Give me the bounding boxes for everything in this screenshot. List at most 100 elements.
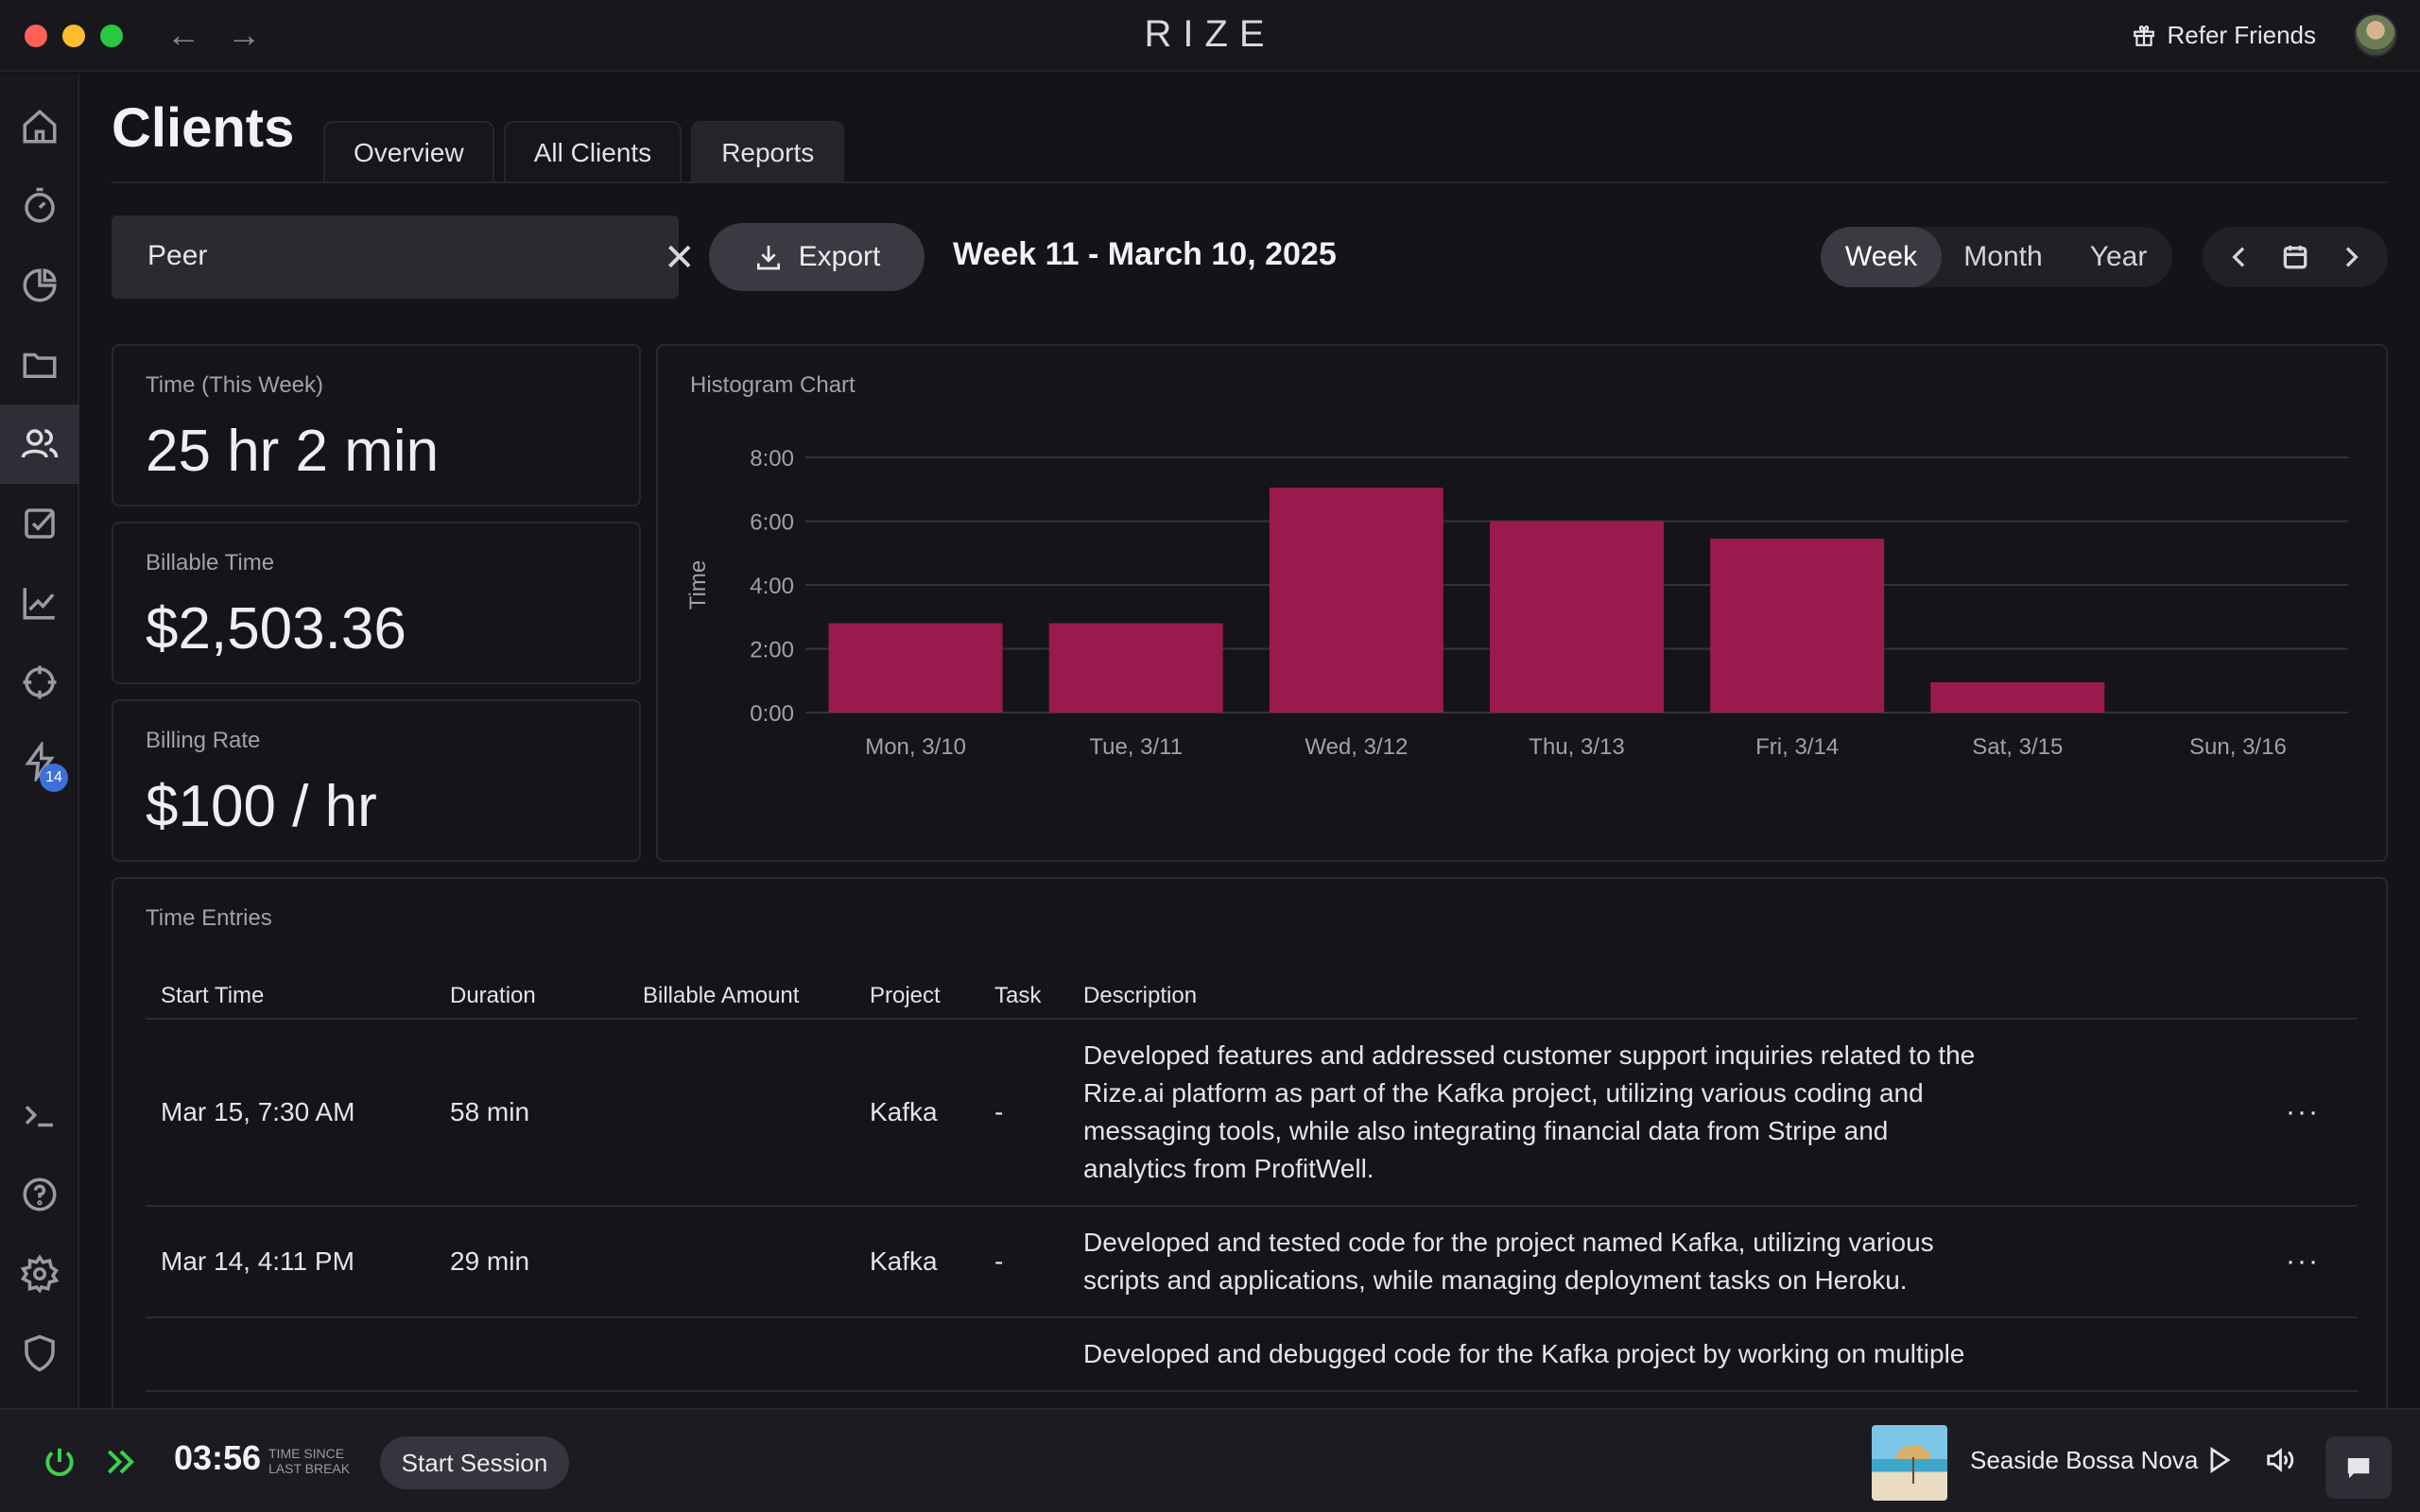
volume-icon[interactable] [2261,1444,2297,1476]
bolt-icon [25,742,55,782]
more-options-icon[interactable]: ··· [2244,1206,2358,1318]
sidebar-item-terminal[interactable] [0,1075,79,1155]
folder-icon [23,352,57,378]
histogram-chart: 0:00 2:00 4:00 6:00 8:00 Time Mon, 3/10 Tue, 3/… [685,446,2348,760]
sidebar-item-tasks[interactable] [0,484,79,563]
week-label: Week 11 - March 10, 2025 [953,236,1337,272]
chevron-right-icon[interactable] [2336,242,2366,272]
page-tabs: Overview All Clients Reports [323,121,845,183]
histogram-chart-card: Histogram Chart 0:00 2:00 4:00 6:00 8:00 Time… [656,344,2388,862]
sidebar-item-activity[interactable]: 14 [0,722,79,801]
cell-duration [435,1317,628,1392]
sidebar-item-clients[interactable] [0,404,79,484]
y-tick-label: 8:00 [750,446,794,472]
chart-bar [1269,488,1443,713]
refer-friends-button[interactable]: Refer Friends [2132,21,2316,50]
chart-bar [1048,623,1223,713]
sidebar-item-focus[interactable] [0,643,79,722]
col-task[interactable]: Task [979,973,1068,1020]
col-billable-amount[interactable]: Billable Amount [628,973,855,1020]
period-navigation [2203,227,2388,287]
col-project[interactable]: Project [855,973,979,1020]
play-icon[interactable] [2203,1444,2235,1476]
chevron-left-icon[interactable] [2224,242,2255,272]
x-tick-label: Sun, 3/16 [2189,734,2287,760]
tab-overview[interactable]: Overview [323,121,494,183]
calendar-icon[interactable] [2280,242,2310,272]
cell-task: - [979,1206,1068,1318]
col-start-time[interactable]: Start Time [146,973,435,1020]
sidebar-item-settings[interactable] [0,1234,79,1314]
period-month-button[interactable]: Month [1963,241,2043,272]
clear-icon[interactable]: ✕ [664,237,696,279]
sidebar-item-privacy[interactable] [0,1314,79,1393]
timer-icon [25,187,55,223]
cell-duration: 29 min [435,1206,628,1318]
x-tick-label: Sat, 3/15 [1972,734,2063,760]
cell-start-time: Mar 15, 7:30 AM [146,1019,435,1207]
cell-billable-amount [628,1019,855,1207]
maximize-window-button[interactable] [100,25,123,47]
col-actions [2244,973,2358,1020]
x-tick-label: Wed, 3/12 [1305,734,1408,760]
time-this-week-value: 25 hr 2 min [146,419,440,484]
download-icon [756,246,780,270]
col-description[interactable]: Description [1068,973,2244,1020]
bottom-bar: 03:56 TIME SINCE LAST BREAK Start Sessio… [0,1408,2420,1512]
back-arrow-icon[interactable]: ← [166,15,200,54]
period-year-button[interactable]: Year [2089,241,2148,272]
col-duration[interactable]: Duration [435,973,628,1020]
skip-break-icon[interactable] [102,1444,140,1480]
power-icon[interactable] [42,1444,78,1480]
client-select[interactable]: Peer ✕ [112,215,747,299]
cell-start-time [146,1317,435,1392]
trend-chart-icon [23,588,55,620]
umbrella-shape [1896,1446,1930,1459]
more-options-icon[interactable] [2244,1317,2358,1392]
time-since-label: TIME SINCE LAST BREAK [268,1446,350,1476]
y-tick-label: 0:00 [750,701,794,727]
x-tick-label: Mon, 3/10 [865,734,966,760]
chart-bar [828,623,1003,713]
tab-reports[interactable]: Reports [691,121,845,183]
tab-all-clients[interactable]: All Clients [503,121,683,183]
avatar[interactable] [2354,13,2397,57]
table-header-row: Start Time Duration Billable Amount Proj… [146,973,2358,1020]
minimize-window-button[interactable] [62,25,85,47]
cell-description: Developed and tested code for the projec… [1068,1206,2244,1318]
terminal-icon [25,1106,53,1127]
sidebar-item-analytics[interactable] [0,246,79,325]
sidebar-item-timer[interactable] [0,166,79,246]
sidebar-item-projects[interactable] [0,325,79,404]
sidebar-item-reports[interactable] [0,563,79,643]
billing-rate-card: Billing Rate $100 / hr [112,699,641,862]
pie-chart-icon [23,268,57,302]
billable-time-value: $2,503.36 [146,596,406,662]
break-timer: 03:56 [174,1438,262,1477]
shield-icon [25,1334,55,1372]
chat-icon [2347,1458,2370,1479]
period-week-button[interactable]: Week [1821,227,1942,287]
forward-arrow-icon[interactable]: → [227,15,261,54]
billable-time-label: Billable Time [146,550,275,576]
app-brand: RIZE [1144,13,1276,55]
cell-project: Kafka [855,1206,979,1318]
time-since-line1: TIME SINCE [268,1446,345,1461]
close-window-button[interactable] [25,25,47,47]
start-session-button[interactable]: Start Session [380,1436,569,1489]
cell-billable-amount [628,1206,855,1318]
notification-badge: 14 [40,764,68,792]
client-select-value: Peer [147,240,208,271]
table-row[interactable]: Developed and debugged code for the Kafk… [146,1317,2358,1392]
table-row[interactable]: Mar 15, 7:30 AM 58 min Kafka - Developed… [146,1019,2358,1207]
sidebar-item-home[interactable] [0,87,79,166]
time-this-week-label: Time (This Week) [146,372,324,398]
page-title: Clients [112,97,295,159]
chat-button[interactable] [2325,1436,2392,1499]
sidebar-item-help[interactable] [0,1155,79,1234]
export-button[interactable]: Export [709,223,925,291]
cell-description: Developed features and addressed custome… [1068,1019,2244,1207]
umbrella-pole [1912,1457,1914,1484]
more-options-icon[interactable]: ··· [2244,1019,2358,1207]
table-row[interactable]: Mar 14, 4:11 PM 29 min Kafka - Developed… [146,1206,2358,1318]
